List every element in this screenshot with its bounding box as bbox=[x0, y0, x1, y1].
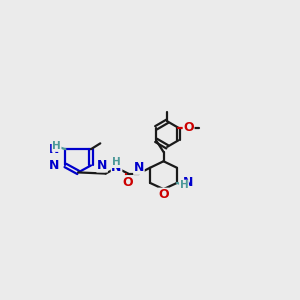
Text: N: N bbox=[134, 161, 144, 174]
Text: N: N bbox=[49, 159, 59, 172]
Text: O: O bbox=[123, 176, 134, 189]
Text: H: H bbox=[52, 141, 61, 152]
Text: N: N bbox=[183, 176, 193, 189]
Text: H: H bbox=[180, 180, 188, 190]
Text: H: H bbox=[112, 158, 121, 167]
Text: N: N bbox=[97, 159, 107, 172]
Text: O: O bbox=[183, 121, 194, 134]
Text: O: O bbox=[158, 188, 169, 201]
Text: N: N bbox=[49, 143, 59, 156]
Text: H: H bbox=[112, 158, 121, 167]
Text: N: N bbox=[111, 161, 122, 174]
